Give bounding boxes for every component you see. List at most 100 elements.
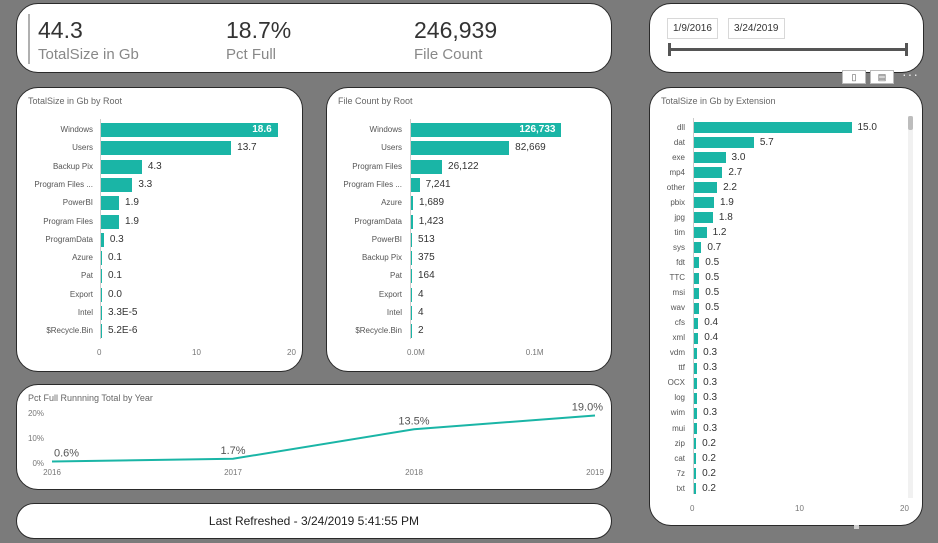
bar[interactable]: [694, 122, 852, 133]
data-label: 0.6%: [54, 448, 79, 460]
category-label: jpg: [674, 212, 685, 222]
data-label: 0.5: [705, 302, 720, 314]
bar[interactable]: [101, 287, 102, 302]
focus-mode-icon[interactable]: ▤: [870, 70, 894, 84]
category-label: vdm: [669, 348, 685, 358]
data-label: 19.0%: [572, 402, 603, 414]
bar[interactable]: [101, 141, 232, 156]
data-label: 5.2E-6: [108, 325, 138, 337]
bar[interactable]: [411, 287, 412, 302]
bar[interactable]: [101, 306, 102, 320]
chart-title: TotalSize in Gb by Root: [28, 96, 123, 106]
data-label: 0.3: [703, 407, 718, 419]
bar[interactable]: [694, 453, 697, 465]
bar[interactable]: [411, 177, 420, 192]
category-label: TTC: [669, 273, 685, 282]
kpi-total-size[interactable]: 44.3 TotalSize in Gb: [38, 16, 139, 64]
data-label: 0.2: [702, 437, 716, 449]
bar[interactable]: [411, 123, 562, 137]
bar[interactable]: [694, 407, 698, 419]
kpi-file-count-value: 246,939: [414, 17, 498, 43]
category-label: exe: [672, 152, 685, 162]
x-tick-label: 10: [795, 504, 804, 514]
chart-scrollbar[interactable]: [908, 116, 913, 498]
bar[interactable]: [694, 257, 700, 269]
bar[interactable]: [694, 137, 754, 149]
category-label: 7z: [676, 468, 685, 478]
bar[interactable]: [694, 227, 707, 239]
date-range-slicer: 1/9/2016 3/24/2019: [649, 3, 924, 73]
data-label: 0.4: [704, 317, 719, 329]
bar[interactable]: [101, 159, 142, 174]
data-label: 0.3: [703, 377, 718, 389]
bar[interactable]: [411, 141, 510, 156]
category-label: Export: [378, 289, 402, 299]
bar[interactable]: [694, 182, 718, 194]
category-label: ttf: [678, 363, 685, 373]
category-label: Program Files: [352, 161, 402, 171]
category-label: ProgramData: [354, 216, 402, 226]
bar[interactable]: [411, 306, 412, 320]
bar[interactable]: [694, 287, 700, 299]
bar[interactable]: [694, 423, 698, 434]
data-label: 2.7: [728, 166, 743, 178]
category-label: PowerBI: [371, 234, 402, 244]
bar[interactable]: [411, 251, 412, 266]
bar[interactable]: [694, 468, 697, 480]
bar[interactable]: [694, 167, 723, 179]
data-label: 0.3: [703, 347, 718, 359]
bar[interactable]: [694, 212, 713, 224]
total-size-by-root-chart[interactable]: TotalSize in Gb by Root Windows 18.6 Users…: [16, 87, 303, 372]
date-slider-end-handle[interactable]: [905, 43, 908, 56]
more-options-icon[interactable]: ···: [902, 66, 919, 82]
bar[interactable]: [694, 242, 702, 254]
pct-full-running-total-chart[interactable]: Pct Full Runnning Total by Year 0% 10% 20%…: [16, 384, 612, 490]
bar[interactable]: [411, 232, 412, 247]
bar[interactable]: [694, 392, 698, 404]
bar[interactable]: [101, 324, 102, 339]
bar[interactable]: [694, 197, 714, 209]
bar[interactable]: [694, 438, 697, 450]
file-count-by-root-chart[interactable]: File Count by Root Windows 126,733 Users 82…: [326, 87, 612, 372]
bar[interactable]: [694, 483, 697, 495]
category-label: zip: [674, 438, 685, 448]
bar[interactable]: [694, 302, 700, 314]
bar[interactable]: [694, 362, 698, 374]
data-label: 0.0: [108, 288, 122, 300]
category-label: other: [666, 182, 685, 192]
bar[interactable]: [101, 214, 120, 229]
bar[interactable]: [101, 123, 278, 137]
data-label: 1.7%: [220, 445, 245, 457]
bar[interactable]: [694, 272, 700, 284]
bar[interactable]: [411, 159, 443, 174]
bar[interactable]: [694, 332, 699, 344]
date-slider-track[interactable]: [669, 48, 907, 51]
bar[interactable]: [694, 317, 699, 329]
start-date-input[interactable]: 1/9/2016: [667, 18, 718, 39]
kpi-pct-full[interactable]: 18.7% Pct Full: [226, 16, 291, 64]
bar[interactable]: [694, 152, 726, 164]
bar[interactable]: [101, 251, 102, 266]
data-label: 7,241: [425, 178, 451, 190]
scrollbar-thumb[interactable]: [908, 116, 913, 130]
bar[interactable]: [411, 324, 412, 339]
kpi-file-count[interactable]: 246,939 File Count: [414, 16, 497, 64]
bar[interactable]: [101, 269, 102, 284]
bar[interactable]: [411, 214, 413, 229]
filter-icon[interactable]: ▯: [842, 70, 866, 84]
bar[interactable]: [101, 196, 120, 211]
total-size-by-extension-chart[interactable]: TotalSize in Gb by Extension dll 15.0 dat 5…: [649, 87, 923, 526]
bar[interactable]: [101, 177, 133, 192]
bar[interactable]: [411, 269, 412, 284]
bar[interactable]: [694, 377, 698, 389]
bar[interactable]: [101, 232, 104, 247]
category-label: Windows: [60, 125, 93, 134]
end-date-input[interactable]: 3/24/2019: [728, 18, 785, 39]
date-slider-start-handle[interactable]: [668, 43, 671, 56]
x-tick-label: 0: [690, 504, 695, 514]
bar[interactable]: [411, 196, 413, 211]
bar[interactable]: [694, 347, 698, 359]
category-label: cat: [674, 453, 685, 463]
category-label: msi: [672, 288, 685, 298]
resize-handle[interactable]: [854, 525, 859, 529]
